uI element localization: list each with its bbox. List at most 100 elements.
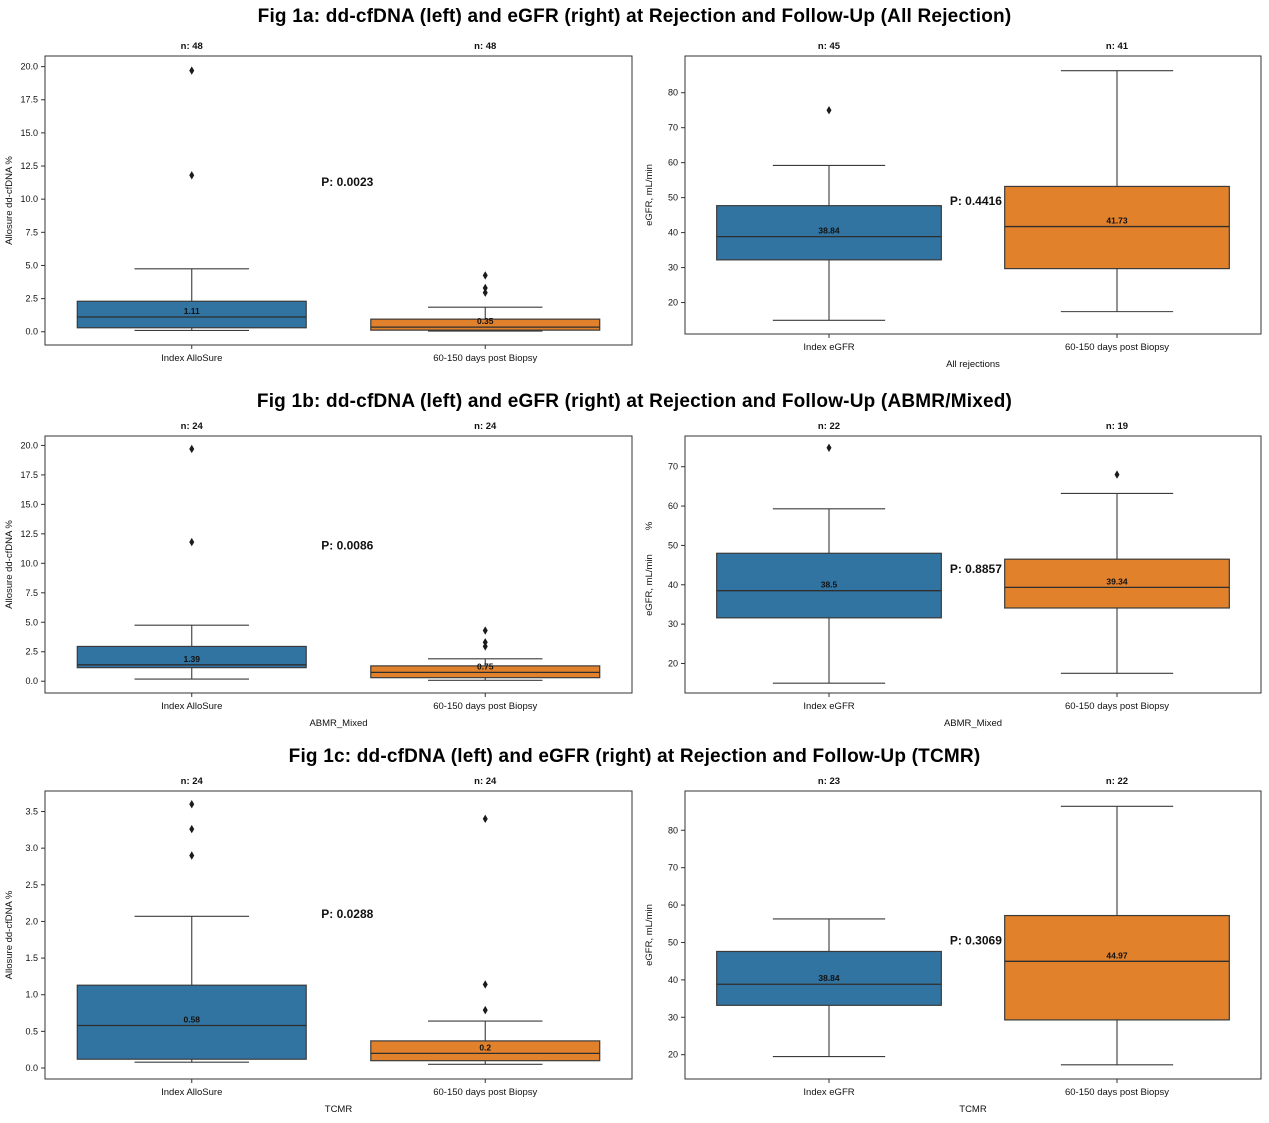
svg-text:40: 40 xyxy=(668,975,678,985)
svg-text:38.84: 38.84 xyxy=(818,973,840,983)
svg-text:Allosure dd-cfDNA %: Allosure dd-cfDNA % xyxy=(4,156,15,245)
figure-1a-section: Fig 1a: dd-cfDNA (left) and eGFR (right)… xyxy=(0,0,1269,378)
boxplot-fig1b-ddcfdna: 0.0 2.5 5.0 7.5 10.0 12.5 15.0 17.5 20.0 Allosure… xyxy=(0,416,640,737)
svg-text:0.75: 0.75 xyxy=(477,661,494,671)
svg-text:80: 80 xyxy=(668,825,678,835)
svg-text:2.0: 2.0 xyxy=(25,916,38,926)
svg-text:eGFR, mL/min: eGFR, mL/min xyxy=(644,554,655,616)
svg-text:40: 40 xyxy=(668,580,678,590)
figure-1b-section: Fig 1b: dd-cfDNA (left) and eGFR (right)… xyxy=(0,378,1269,737)
svg-text:30: 30 xyxy=(668,619,678,629)
svg-text:5.0: 5.0 xyxy=(25,617,38,627)
svg-text:17.5: 17.5 xyxy=(20,470,38,480)
svg-text:P: 0.8857: P: 0.8857 xyxy=(950,562,1002,576)
svg-text:n: 24: n: 24 xyxy=(474,421,497,432)
svg-text:1.5: 1.5 xyxy=(25,953,38,963)
svg-text:2.5: 2.5 xyxy=(25,647,38,657)
svg-text:n: 48: n: 48 xyxy=(181,41,203,52)
svg-text:eGFR, mL/min: eGFR, mL/min xyxy=(644,904,655,966)
svg-text:Index AlloSure: Index AlloSure xyxy=(161,353,222,364)
svg-text:60-150 days post Biopsy: 60-150 days post Biopsy xyxy=(433,701,537,712)
svg-text:P: 0.4416: P: 0.4416 xyxy=(950,194,1002,208)
svg-text:0.35: 0.35 xyxy=(477,316,494,326)
chart-svg-fig1c_egfr: 20 30 40 50 60 70 80 eGFR, mL/min 38.84 n: 23 Inde… xyxy=(644,776,1262,1115)
svg-text:2.5: 2.5 xyxy=(25,880,38,890)
svg-text:1.0: 1.0 xyxy=(25,990,38,1000)
boxplot-fig1c-ddcfdna: 0.0 0.5 1.0 1.5 2.0 2.5 3.0 3.5 Allosure dd-cfDN… xyxy=(0,771,640,1123)
svg-text:n: 23: n: 23 xyxy=(818,776,840,787)
svg-text:Index eGFR: Index eGFR xyxy=(803,342,854,353)
svg-text:50: 50 xyxy=(668,193,678,203)
svg-text:60-150 days post Biopsy: 60-150 days post Biopsy xyxy=(1065,701,1169,712)
svg-text:All rejections: All rejections xyxy=(946,359,1000,370)
svg-text:60: 60 xyxy=(668,900,678,910)
svg-text:n: 24: n: 24 xyxy=(181,421,204,432)
svg-text:15.0: 15.0 xyxy=(20,499,38,509)
svg-text:n: 19: n: 19 xyxy=(1106,421,1128,432)
svg-text:80: 80 xyxy=(668,88,678,98)
svg-text:70: 70 xyxy=(668,462,678,472)
svg-text:30: 30 xyxy=(668,1012,678,1022)
svg-text:38.84: 38.84 xyxy=(818,226,840,236)
svg-text:41.73: 41.73 xyxy=(1106,216,1128,226)
svg-text:1.39: 1.39 xyxy=(183,654,200,664)
svg-text:50: 50 xyxy=(668,540,678,550)
svg-text:2.5: 2.5 xyxy=(25,294,38,304)
svg-text:40: 40 xyxy=(668,228,678,238)
svg-text:n: 22: n: 22 xyxy=(1106,776,1128,787)
figure-1c-title: Fig 1c: dd-cfDNA (left) and eGFR (right)… xyxy=(288,746,981,767)
svg-text:20: 20 xyxy=(668,658,678,668)
svg-text:P: 0.0288: P: 0.0288 xyxy=(321,907,373,921)
svg-text:0.0: 0.0 xyxy=(25,1063,38,1073)
svg-text:60: 60 xyxy=(668,158,678,168)
svg-text:P: 0.0023: P: 0.0023 xyxy=(321,175,373,189)
chart-svg-fig1a_egfr: 20 30 40 50 60 70 80 eGFR, mL/min 38.84 n: 45 Inde… xyxy=(644,41,1262,370)
svg-text:0.5: 0.5 xyxy=(25,1026,38,1036)
svg-text:n: 24: n: 24 xyxy=(181,776,204,787)
svg-text:%: % xyxy=(644,521,655,530)
svg-text:44.97: 44.97 xyxy=(1106,950,1128,960)
figure-1a-charts: 0.0 2.5 5.0 7.5 10.0 12.5 15.0 17.5 20.0 Allosure… xyxy=(0,36,1269,378)
figure-1c-section: Fig 1c: dd-cfDNA (left) and eGFR (right)… xyxy=(0,737,1269,1123)
svg-text:60-150 days post Biopsy: 60-150 days post Biopsy xyxy=(1065,342,1169,353)
chart-svg-fig1a_ddcfdna: 0.0 2.5 5.0 7.5 10.0 12.5 15.0 17.5 20.0 Allosure… xyxy=(4,41,633,364)
svg-text:0.58: 0.58 xyxy=(183,1015,200,1025)
boxplot-fig1c-egfr: 20 30 40 50 60 70 80 eGFR, mL/min 38.84 n: 23 Inde… xyxy=(640,771,1269,1123)
figure-1b-title: Fig 1b: dd-cfDNA (left) and eGFR (right)… xyxy=(256,391,1013,412)
svg-text:30: 30 xyxy=(668,263,678,273)
svg-text:0.2: 0.2 xyxy=(479,1042,491,1052)
svg-text:7.5: 7.5 xyxy=(25,227,38,237)
figure-1c-charts: 0.0 0.5 1.0 1.5 2.0 2.5 3.0 3.5 Allosure dd-cfDN… xyxy=(0,771,1269,1123)
svg-text:P: 0.0086: P: 0.0086 xyxy=(321,539,373,553)
svg-text:0.0: 0.0 xyxy=(25,327,38,337)
boxplot-fig1b-egfr: 20 30 40 50 60 70 eGFR, mL/min% 38.5 n: 22 Index … xyxy=(640,416,1269,737)
svg-text:P: 0.3069: P: 0.3069 xyxy=(950,934,1002,948)
svg-text:Allosure dd-cfDNA %: Allosure dd-cfDNA % xyxy=(4,520,15,609)
svg-text:15.0: 15.0 xyxy=(20,128,38,138)
svg-text:20.0: 20.0 xyxy=(20,440,38,450)
svg-text:0.0: 0.0 xyxy=(25,676,38,686)
svg-text:20.0: 20.0 xyxy=(20,62,38,72)
svg-text:eGFR, mL/min: eGFR, mL/min xyxy=(644,164,655,226)
svg-text:10.0: 10.0 xyxy=(20,194,38,204)
svg-text:12.5: 12.5 xyxy=(20,529,38,539)
svg-text:n: 45: n: 45 xyxy=(818,41,841,52)
svg-text:Index eGFR: Index eGFR xyxy=(803,1087,854,1098)
svg-text:7.5: 7.5 xyxy=(25,588,38,598)
svg-text:60-150 days post Biopsy: 60-150 days post Biopsy xyxy=(1065,1087,1169,1098)
svg-text:38.5: 38.5 xyxy=(821,580,838,590)
svg-text:n: 48: n: 48 xyxy=(474,41,496,52)
svg-text:70: 70 xyxy=(668,123,678,133)
boxplot-fig1a-egfr: 20 30 40 50 60 70 80 eGFR, mL/min 38.84 n: 45 Inde… xyxy=(640,36,1269,378)
svg-text:39.34: 39.34 xyxy=(1106,576,1128,586)
svg-text:17.5: 17.5 xyxy=(20,95,38,105)
figure-1a-title: Fig 1a: dd-cfDNA (left) and eGFR (right)… xyxy=(257,6,1012,27)
svg-text:Allosure dd-cfDNA %: Allosure dd-cfDNA % xyxy=(4,890,15,979)
svg-text:3.0: 3.0 xyxy=(25,843,38,853)
svg-text:1.11: 1.11 xyxy=(184,306,200,316)
svg-text:n: 22: n: 22 xyxy=(818,421,840,432)
svg-text:70: 70 xyxy=(668,863,678,873)
svg-text:Index eGFR: Index eGFR xyxy=(803,701,854,712)
svg-text:n: 24: n: 24 xyxy=(474,776,497,787)
